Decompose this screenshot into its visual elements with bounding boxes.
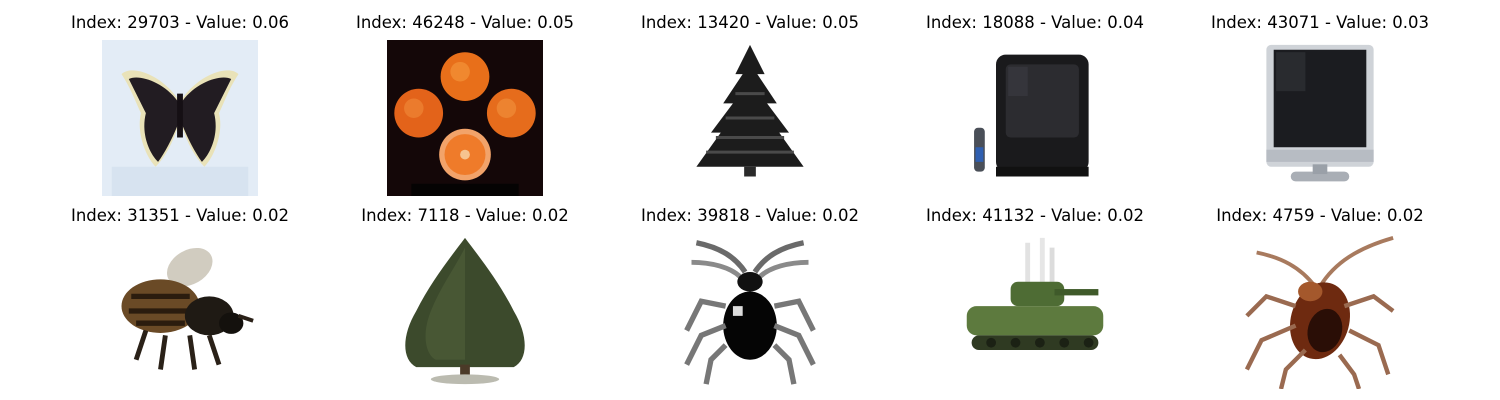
- butterfly-image: [102, 40, 258, 196]
- cell-title: Index: 39818 - Value: 0.02: [640, 206, 859, 225]
- flat-television-image: [1242, 40, 1398, 196]
- cell-title: Index: 31351 - Value: 0.02: [70, 206, 289, 225]
- cockroach-image: [1242, 233, 1398, 389]
- grid-cell-1: Index: 29703 - Value: 0.06: [50, 12, 310, 202]
- cell-title: Index: 13420 - Value: 0.05: [640, 13, 859, 32]
- grid-cell-10: Index: 4759 - Value: 0.02: [1190, 205, 1450, 395]
- crt-television-image: [957, 40, 1113, 196]
- bee-image: [102, 233, 258, 389]
- cell-title: Index: 43071 - Value: 0.03: [1210, 13, 1429, 32]
- shrub-tree-image: [387, 233, 543, 389]
- grid-cell-3: Index: 13420 - Value: 0.05: [620, 12, 880, 202]
- beetle-image: [672, 233, 828, 389]
- cell-title: Index: 41132 - Value: 0.02: [925, 206, 1144, 225]
- grid-cell-9: Index: 41132 - Value: 0.02: [905, 205, 1165, 395]
- grid-cell-7: Index: 7118 - Value: 0.02: [335, 205, 595, 395]
- cell-title: Index: 4759 - Value: 0.02: [1216, 206, 1424, 225]
- grid-cell-2: Index: 46248 - Value: 0.05: [335, 12, 595, 202]
- pine-tree-image: [672, 40, 828, 196]
- grid-cell-8: Index: 39818 - Value: 0.02: [620, 205, 880, 395]
- cell-title: Index: 46248 - Value: 0.05: [355, 13, 574, 32]
- cell-title: Index: 18088 - Value: 0.04: [925, 13, 1144, 32]
- tank-image: [957, 233, 1113, 389]
- grid-cell-5: Index: 43071 - Value: 0.03: [1190, 12, 1450, 202]
- cell-title: Index: 7118 - Value: 0.02: [361, 206, 569, 225]
- grid-cell-4: Index: 18088 - Value: 0.04: [905, 12, 1165, 202]
- cell-title: Index: 29703 - Value: 0.06: [70, 13, 289, 32]
- oranges-image: [387, 40, 543, 196]
- grid-cell-6: Index: 31351 - Value: 0.02: [50, 205, 310, 395]
